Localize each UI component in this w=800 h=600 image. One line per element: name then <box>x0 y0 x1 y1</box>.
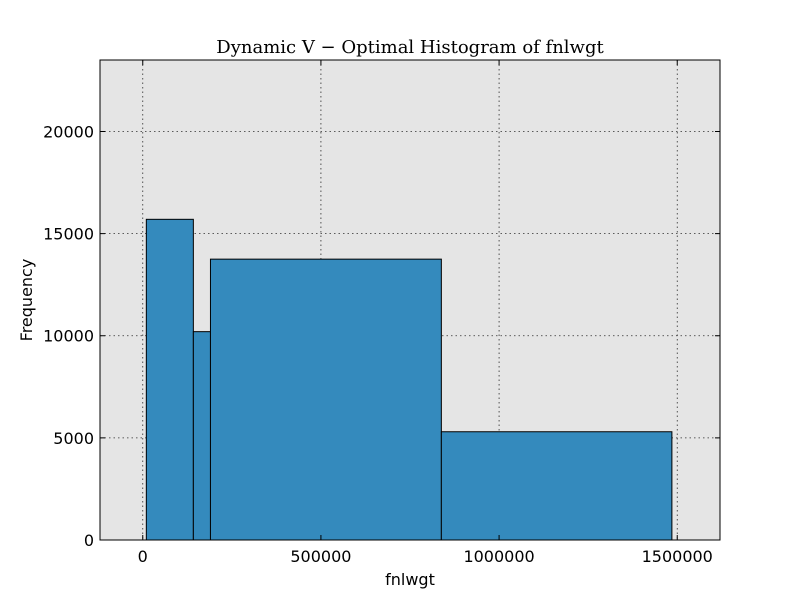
ticks: 0 500000 1000000 1500000 0 5000 10000 15000 2000… <box>43 60 720 566</box>
y-axis-label: Frequency <box>17 259 36 342</box>
plot-frame <box>99 59 721 541</box>
histogram-bar <box>145 218 194 541</box>
x-tick-label: 500000 <box>290 547 351 566</box>
histogram-bar <box>209 258 442 541</box>
x-axis-label: fnlwgt <box>385 570 435 589</box>
x-tick-label: 1000000 <box>463 547 534 566</box>
histogram-bar <box>192 331 211 541</box>
histogram-bar <box>440 431 673 541</box>
bars <box>145 218 673 541</box>
y-tick-label: 10000 <box>43 327 94 346</box>
chart-title: Dynamic V − Optimal Histogram of fnlwgt <box>216 37 604 58</box>
x-tick-label: 0 <box>138 547 148 566</box>
y-tick-label: 20000 <box>43 122 94 141</box>
y-tick-label: 5000 <box>53 429 94 448</box>
x-tick-label: 1500000 <box>642 547 713 566</box>
y-tick-label: 0 <box>84 531 94 550</box>
y-tick-label: 15000 <box>43 225 94 244</box>
